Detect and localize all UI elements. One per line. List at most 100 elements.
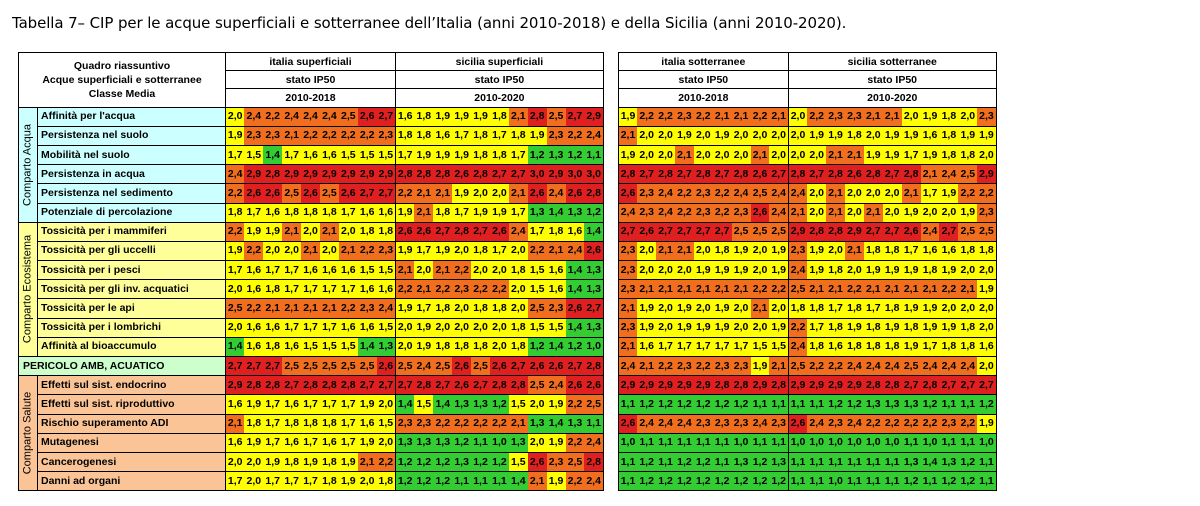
- value-cell: 2,8: [584, 452, 604, 473]
- table-row: Potenziale di percolazione 1,8 1,7 1,6 1,8 1,…: [19, 202, 997, 223]
- value-cell: 2,1: [282, 222, 302, 242]
- value-cell: 2,0: [787, 145, 808, 166]
- value-cell: 2,0: [301, 222, 320, 242]
- value-cell: 2,5: [319, 356, 339, 377]
- column-gap: [602, 107, 619, 127]
- value-cell: 1,9: [977, 126, 997, 146]
- value-cell: 1,8: [807, 298, 827, 319]
- value-cell: 2,3: [731, 203, 751, 223]
- value-cell: 2,0: [452, 241, 472, 262]
- value-cell: 2,0: [395, 337, 415, 358]
- value-cell: 2,5: [565, 452, 585, 473]
- value-cell: 2,7: [617, 222, 638, 242]
- value-cell: 2,1: [301, 241, 320, 262]
- value-cell: 2,9: [977, 164, 997, 185]
- value-cell: 2,4: [731, 183, 751, 204]
- value-cell: 1,8: [845, 337, 864, 358]
- value-cell: 2,4: [282, 107, 302, 127]
- value-cell: 2,2: [433, 279, 453, 300]
- value-cell: 2,3: [693, 203, 713, 223]
- value-cell: 2,8: [414, 164, 434, 185]
- value-cell: 1,0: [863, 433, 883, 453]
- value-cell: 1,8: [863, 337, 883, 358]
- value-cell: 1,8: [395, 126, 415, 146]
- value-cell: 2,5: [471, 356, 490, 377]
- value-cell: 1,2: [471, 452, 490, 473]
- value-cell: 1,9: [395, 298, 415, 319]
- value-cell: 2,0: [826, 241, 845, 262]
- value-cell: 1,9: [338, 452, 358, 473]
- value-cell: 2,8: [617, 164, 638, 185]
- value-cell: 2,0: [977, 356, 997, 377]
- value-cell: 2,3: [395, 414, 415, 434]
- value-cell: 1,1: [807, 452, 827, 473]
- value-cell: 1,5: [376, 260, 397, 281]
- value-cell: 2,8: [826, 222, 845, 242]
- table-row: Danni ad organi 1,7 2,0 1,7 1,7 1,7 1,8 1,9 2,0 1…: [19, 471, 997, 492]
- column-gap: [602, 414, 619, 434]
- value-cell: 2,7: [939, 222, 959, 242]
- value-cell: 1,7: [301, 318, 320, 338]
- value-cell: 2,1: [637, 279, 657, 300]
- value-cell: 2,1: [508, 414, 528, 434]
- value-cell: 2,1: [433, 260, 453, 281]
- value-cell: 1,5: [244, 145, 264, 166]
- value-cell: 2,4: [617, 356, 638, 377]
- value-cell: 2,0: [338, 222, 358, 242]
- value-cell: 2,2: [674, 203, 694, 223]
- value-cell: 1,2: [637, 452, 657, 473]
- value-cell: 1,2: [901, 471, 921, 492]
- value-cell: 2,0: [452, 318, 472, 338]
- value-cell: 1,1: [750, 394, 770, 415]
- value-cell: 2,0: [414, 260, 434, 281]
- value-cell: 1,9: [244, 222, 264, 242]
- value-cell: 2,1: [301, 298, 320, 319]
- value-cell: 1,8: [489, 145, 509, 166]
- row-label: Tossicità per gli uccelli: [37, 240, 226, 262]
- value-cell: 1,8: [845, 298, 864, 319]
- value-cell: 2,6: [617, 414, 638, 434]
- value-cell: 3,0: [565, 164, 585, 185]
- value-cell: 1,9: [674, 298, 694, 319]
- value-cell: 2,2: [527, 241, 547, 262]
- value-cell: 2,0: [225, 452, 245, 473]
- value-cell: 2,5: [433, 356, 453, 377]
- value-cell: 2,3: [546, 126, 566, 146]
- value-cell: 1,6: [376, 203, 397, 223]
- value-cell: 2,4: [584, 126, 604, 146]
- value-cell: 1,9: [845, 318, 864, 338]
- value-cell: 2,4: [376, 298, 397, 319]
- value-cell: 1,7: [901, 145, 921, 166]
- value-cell: 1,8: [489, 107, 509, 127]
- value-cell: 1,4: [508, 471, 528, 492]
- value-cell: 2,0: [656, 298, 675, 319]
- value-cell: 2,8: [731, 164, 751, 185]
- value-cell: 1,8: [939, 126, 959, 146]
- value-cell: 2,3: [712, 414, 732, 434]
- value-cell: 1,6: [319, 433, 339, 453]
- value-cell: 2,1: [617, 126, 638, 146]
- value-cell: 1,8: [319, 452, 339, 473]
- value-cell: 2,2: [882, 414, 902, 434]
- value-cell: 2,7: [693, 222, 713, 242]
- value-cell: 2,2: [225, 183, 245, 204]
- value-cell: 2,1: [863, 279, 883, 300]
- value-cell: 1,9: [414, 318, 434, 338]
- value-cell: 1,4: [546, 414, 566, 434]
- value-cell: 1,6: [546, 260, 566, 281]
- value-cell: 1,8: [882, 241, 902, 262]
- value-cell: 1,7: [263, 433, 283, 453]
- value-cell: 1,7: [338, 203, 358, 223]
- value-cell: 2,7: [471, 375, 490, 396]
- value-cell: 2,5: [338, 107, 358, 127]
- value-cell: 1,1: [452, 471, 472, 492]
- group-header-sub: stato IP50: [617, 70, 789, 90]
- value-cell: 1,7: [712, 337, 732, 358]
- value-cell: 1,7: [826, 298, 845, 319]
- value-cell: 1,5: [376, 145, 397, 166]
- value-cell: 1,1: [977, 471, 997, 492]
- value-cell: 1,2: [674, 471, 694, 492]
- table-row: Comparto Salute Effetti sul sist. endocri…: [18, 375, 997, 492]
- value-cell: 2,0: [489, 183, 509, 204]
- value-cell: 2,4: [958, 356, 978, 377]
